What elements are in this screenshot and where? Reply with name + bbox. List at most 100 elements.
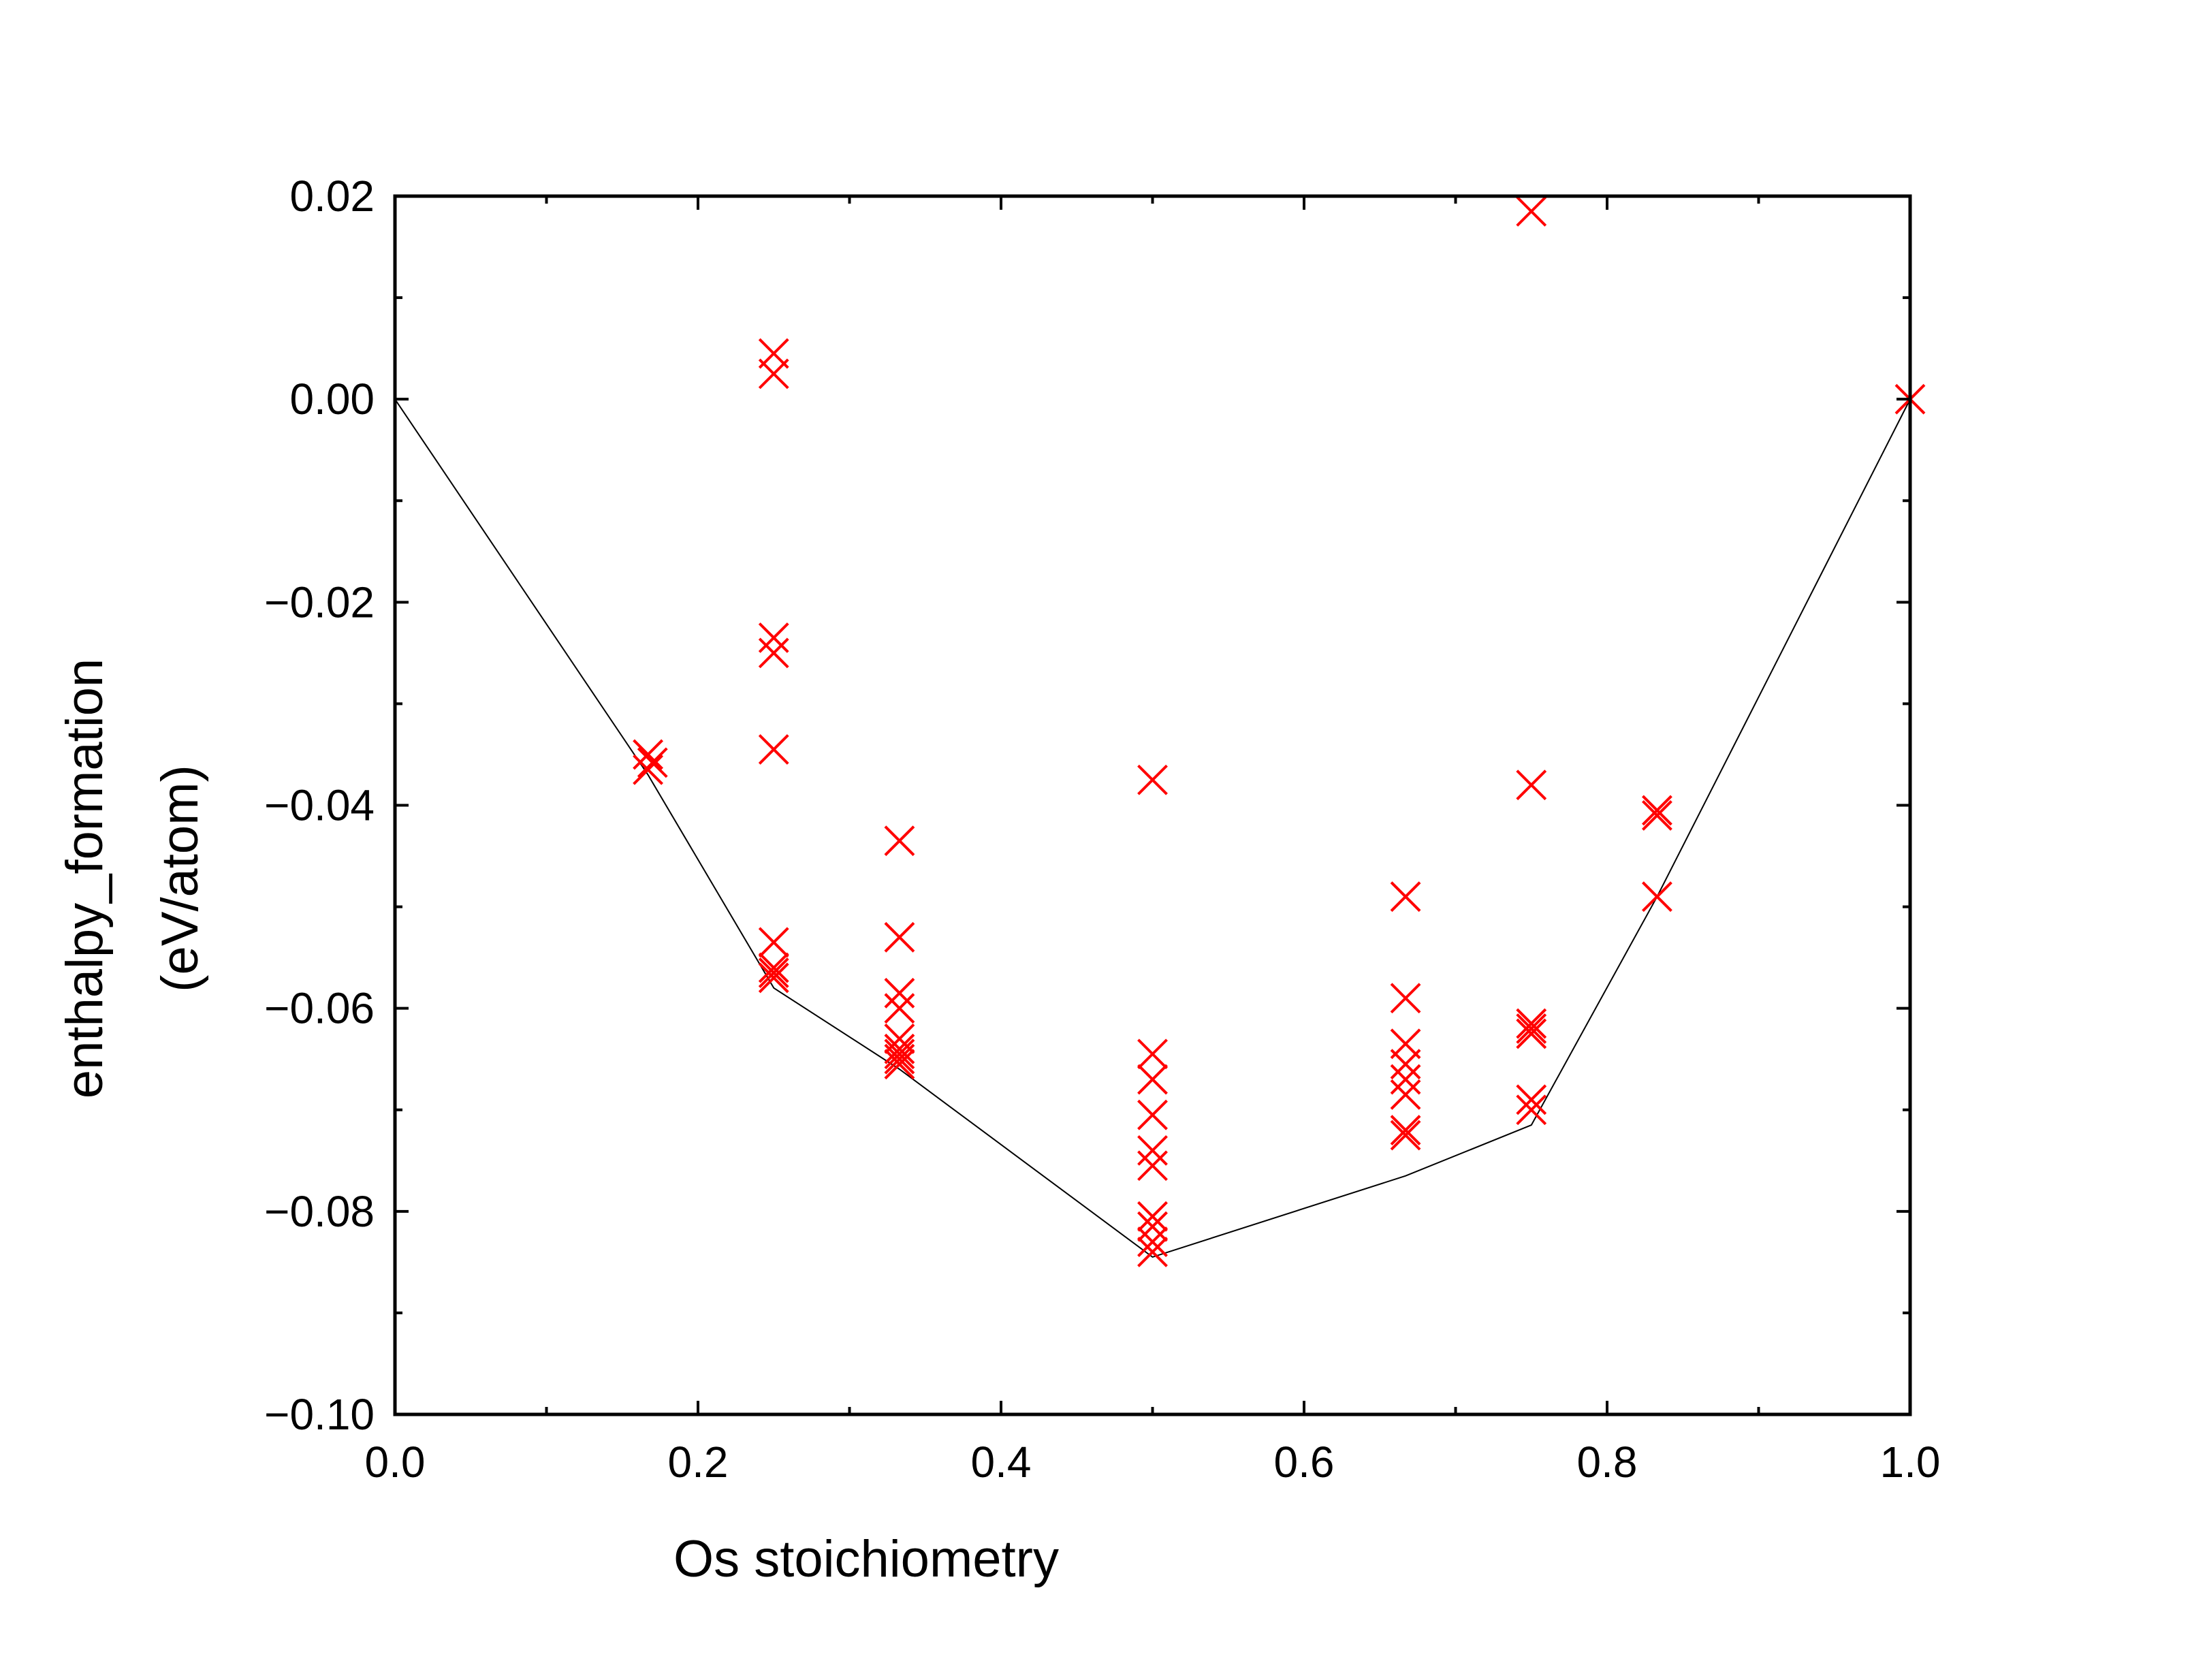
data-point <box>884 1039 915 1070</box>
y-tick-label: −0.08 <box>264 1187 375 1236</box>
data-point-stroke <box>1390 1120 1421 1151</box>
data-point-stroke <box>1516 195 1547 227</box>
x-tick-label: 0.2 <box>668 1438 729 1487</box>
axes: 0.0 0.2 0.4 0.6 0.8 1.0 0.02 0.00 −0.02 −0.04 −0.0… <box>264 172 1940 1487</box>
data-point-stroke <box>758 622 789 653</box>
data-point <box>758 358 789 390</box>
data-point <box>1137 1150 1168 1182</box>
data-point <box>1516 1008 1547 1039</box>
data-point-stroke <box>1390 881 1421 913</box>
data-point <box>758 957 789 988</box>
data-point <box>884 921 915 953</box>
data-point <box>884 993 915 1024</box>
data-point-stroke <box>1516 1084 1547 1115</box>
hull-line <box>394 398 1911 1258</box>
data-point-stroke <box>758 734 789 765</box>
data-point <box>1516 1018 1547 1049</box>
x-tick-label: 1.0 <box>1880 1438 1941 1487</box>
data-point-stroke <box>1137 1211 1168 1242</box>
data-point-stroke <box>884 825 915 857</box>
data-point-stroke <box>1516 770 1547 801</box>
data-point <box>1137 1135 1168 1166</box>
data-point <box>637 747 668 778</box>
data-point <box>758 962 789 994</box>
data-point-stroke <box>1137 1039 1168 1070</box>
data-point <box>1642 881 1672 913</box>
data-point-stroke <box>1642 795 1672 826</box>
data-point <box>1137 1064 1168 1095</box>
data-point-stroke <box>758 962 789 994</box>
data-point-stroke <box>884 977 915 1009</box>
y-tick-label: −0.04 <box>264 781 375 830</box>
data-point-stroke <box>1516 1094 1547 1126</box>
y-tick-label: 0.00 <box>289 375 375 424</box>
data-point <box>1642 795 1672 826</box>
data-point-stroke <box>1390 1079 1421 1110</box>
data-point <box>1516 1084 1547 1115</box>
data-point-stroke <box>1390 983 1421 1014</box>
data-point <box>758 734 789 765</box>
data-point <box>1390 1120 1421 1151</box>
data-point-stroke <box>1390 1064 1421 1095</box>
x-tick-label: 0.4 <box>971 1438 1032 1487</box>
data-point-stroke <box>1137 1099 1168 1130</box>
data-point <box>1390 1115 1421 1145</box>
data-point <box>884 1049 915 1080</box>
data-point-stroke <box>758 957 789 988</box>
y-tick-label: 0.02 <box>289 172 375 221</box>
data-point-stroke <box>884 1039 915 1070</box>
data-point-stroke <box>1137 1135 1168 1166</box>
data-point <box>1390 881 1421 913</box>
data-point-stroke <box>637 747 668 778</box>
data-point-stroke <box>884 993 915 1024</box>
data-point <box>633 739 663 770</box>
y-tick-label: −0.06 <box>264 984 375 1033</box>
data-point-stroke <box>1642 799 1672 831</box>
plot-area <box>394 195 1926 1267</box>
data-point-stroke <box>884 921 915 953</box>
data-point <box>1137 1201 1168 1232</box>
data-point <box>884 1033 915 1064</box>
data-point-stroke <box>884 1043 915 1075</box>
data-point-stroke <box>758 637 789 669</box>
data-point-stroke <box>884 1033 915 1064</box>
data-point-stroke <box>1137 1226 1168 1257</box>
data-point <box>1390 1079 1421 1110</box>
data-point-stroke <box>1390 1115 1421 1145</box>
y-axis-title-line-2: (eV/atom) <box>151 765 209 992</box>
data-point-stroke <box>1516 1013 1547 1044</box>
data-point-stroke <box>1137 1237 1168 1267</box>
data-point-stroke <box>758 952 789 983</box>
data-point-stroke <box>884 1049 915 1080</box>
data-point <box>758 952 789 983</box>
data-point <box>884 1043 915 1075</box>
data-point <box>1390 1064 1421 1095</box>
data-point-stroke <box>1137 1150 1168 1182</box>
y-axis-title-line-1: enthalpy_formation <box>56 659 114 1098</box>
data-point <box>758 622 789 653</box>
data-point <box>1137 1039 1168 1070</box>
data-point <box>1516 1013 1547 1044</box>
data-point-stroke <box>1137 1064 1168 1095</box>
data-point <box>1390 1049 1421 1080</box>
x-tick-label: 0.8 <box>1577 1438 1638 1487</box>
data-point <box>1137 1237 1168 1267</box>
data-point-stroke <box>633 739 663 770</box>
data-point-stroke <box>1642 881 1672 913</box>
data-point <box>758 637 789 669</box>
data-point-stroke <box>1390 1049 1421 1080</box>
y-tick-label: −0.02 <box>264 577 375 627</box>
data-point <box>1390 983 1421 1014</box>
data-point <box>884 825 915 857</box>
x-tick-label: 0.6 <box>1274 1438 1335 1487</box>
data-point-stroke <box>1137 764 1168 795</box>
y-tick-label: −0.10 <box>264 1390 375 1439</box>
data-point-stroke <box>758 927 789 958</box>
data-point-stroke <box>1516 1008 1547 1039</box>
data-point <box>1642 799 1672 831</box>
data-point <box>1137 1226 1168 1257</box>
data-point-stroke <box>1137 1201 1168 1232</box>
x-tick-label: 0.0 <box>365 1438 426 1487</box>
